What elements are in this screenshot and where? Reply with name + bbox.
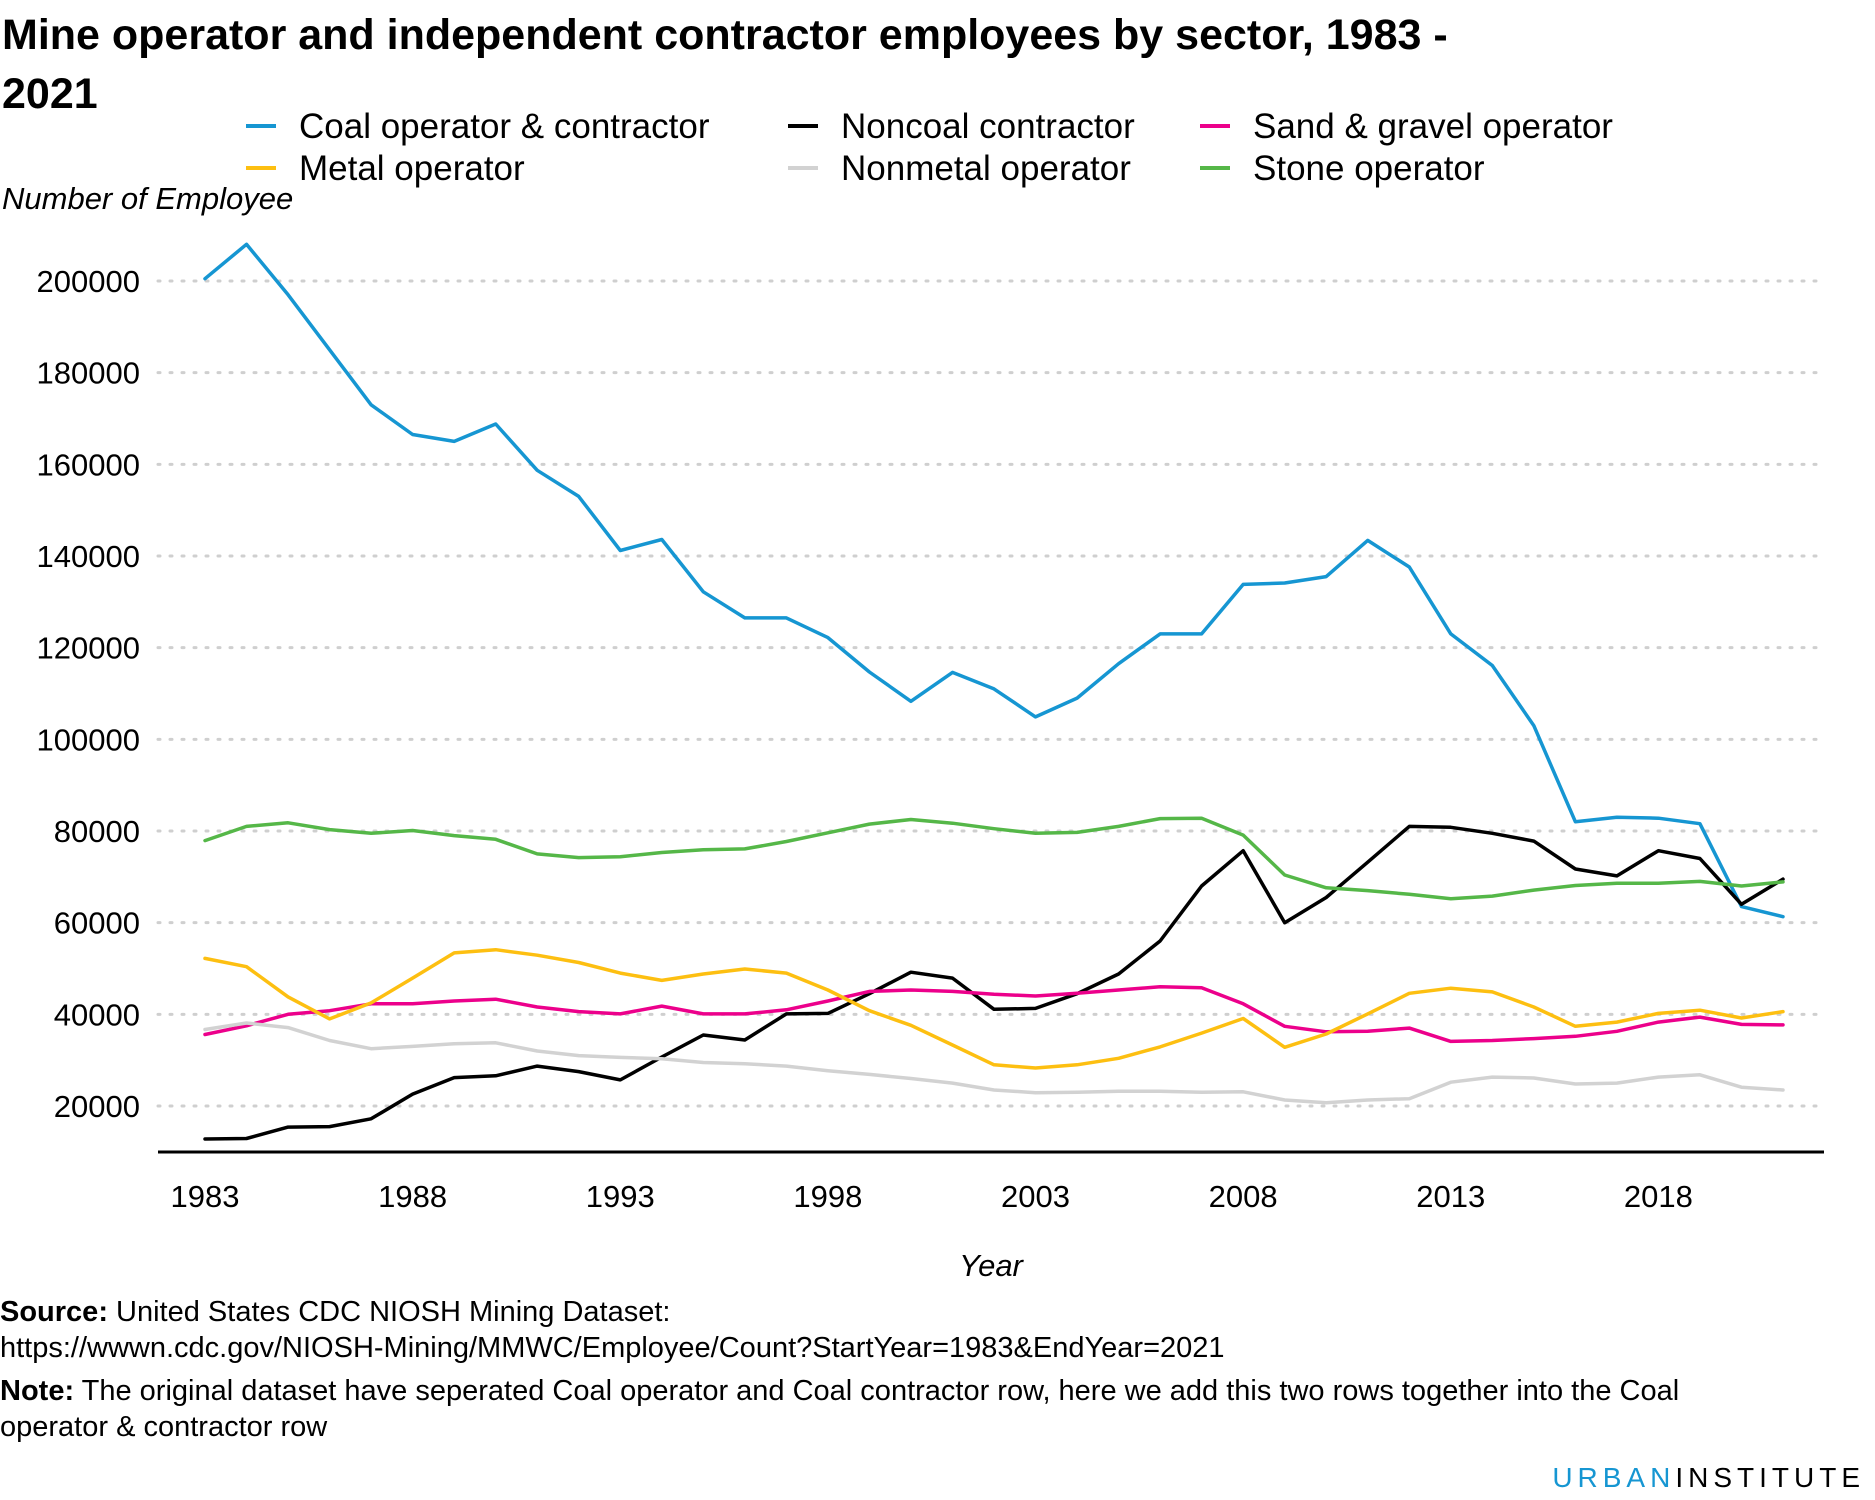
brand-logo: URBANINSTITUTE	[1552, 1462, 1865, 1494]
series-lines	[203, 242, 1785, 1141]
source-url: https://wwwn.cdc.gov/NIOSH-Mining/MMWC/E…	[0, 1332, 1225, 1364]
chart-title-line1: Mine operator and independent contractor…	[2, 11, 1448, 59]
x-tick-label: 2018	[1624, 1179, 1693, 1214]
series-line-sand-and-gravel-operator	[203, 985, 1785, 1044]
note-label: Note:	[0, 1375, 75, 1407]
x-tick-label: 2013	[1416, 1179, 1485, 1214]
x-tick-label: 1983	[171, 1179, 240, 1214]
source-note: Source: United States CDC NIOSH Mining D…	[0, 1294, 1875, 1366]
y-tick-label: 60000	[54, 906, 140, 941]
y-tick-label: 80000	[54, 814, 140, 849]
y-tick-label: 160000	[37, 447, 140, 482]
y-tick-label: 140000	[37, 539, 140, 574]
legend-label-sand-and-gravel-operator: Sand & gravel operator	[1253, 107, 1613, 146]
y-tick-label: 100000	[37, 722, 140, 757]
x-tick-label: 2008	[1209, 1179, 1278, 1214]
y-tick-label: 180000	[37, 356, 140, 391]
chart-title-line2: 2021	[2, 70, 98, 118]
legend-label-coal-operator-and-contractor: Coal operator & contractor	[299, 107, 710, 146]
brand-urban: URBAN	[1552, 1462, 1676, 1493]
y-axis-ticks: 20000 40000 60000 80000 100000 120000 140000 16…	[37, 264, 140, 1124]
legend-label-noncoal-contractor: Noncoal contractor	[841, 107, 1135, 146]
series-line-noncoal-contractor	[203, 824, 1785, 1141]
series-line-nonmetal-operator	[203, 1021, 1785, 1105]
source-text: United States CDC NIOSH Mining Dataset:	[107, 1296, 671, 1328]
y-tick-label: 20000	[54, 1089, 140, 1124]
footnote: Note: The original dataset have seperate…	[0, 1373, 1875, 1445]
series-line-coal-operator-and-contractor	[203, 242, 1785, 919]
legend-label-stone-operator: Stone operator	[1253, 149, 1485, 188]
note-text-continued: operator & contractor row	[0, 1411, 328, 1443]
gridlines	[156, 279, 1826, 1108]
legend-label-nonmetal-operator: Nonmetal operator	[841, 149, 1131, 188]
y-tick-label: 40000	[54, 997, 140, 1032]
series-line-metal-operator	[203, 947, 1785, 1070]
x-axis-label: Year	[959, 1248, 1024, 1283]
note-text: The original dataset have seperated Coal…	[74, 1375, 1680, 1407]
y-tick-label: 200000	[37, 264, 140, 299]
series-line-stone-operator	[203, 816, 1785, 901]
x-tick-label: 1988	[378, 1179, 447, 1214]
legend: Coal operator & contractor Noncoal contra…	[246, 107, 1613, 188]
y-axis-label: Number of Employee	[2, 181, 293, 216]
legend-label-metal-operator: Metal operator	[299, 149, 525, 188]
x-tick-label: 2003	[1001, 1179, 1070, 1214]
x-tick-label: 1998	[793, 1179, 862, 1214]
x-tick-label: 1993	[586, 1179, 655, 1214]
brand-institute: INSTITUTE	[1675, 1462, 1865, 1493]
source-label: Source:	[0, 1296, 108, 1328]
y-tick-label: 120000	[37, 631, 140, 666]
x-axis-ticks: 1983 1988 1993 1998 2003 2008 2013 2018	[171, 1179, 1693, 1214]
